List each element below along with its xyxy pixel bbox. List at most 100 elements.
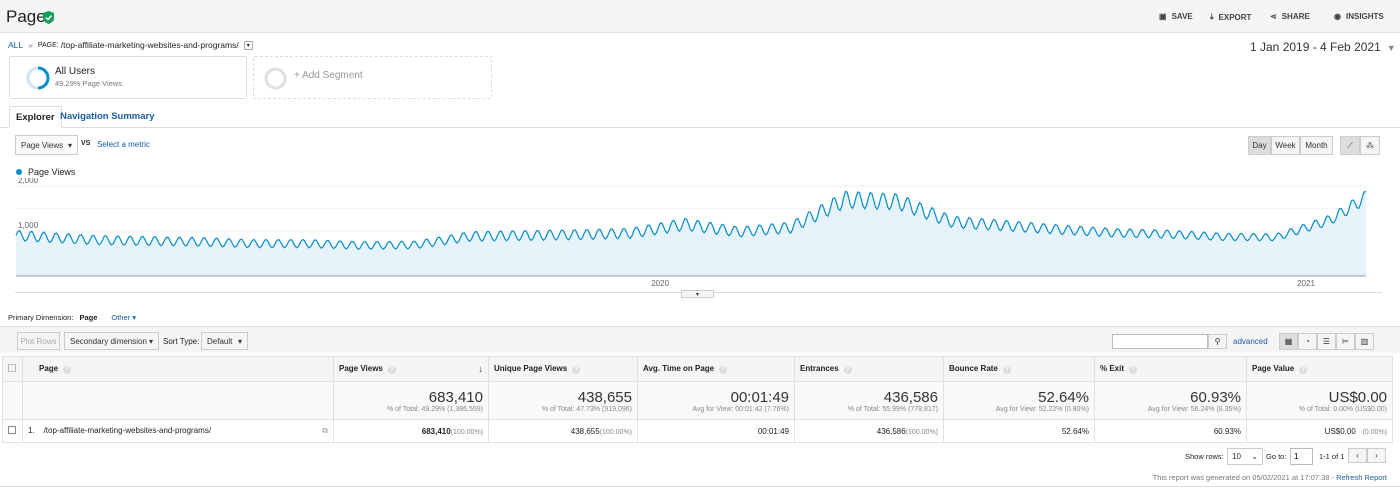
goto-page-input[interactable] — [1290, 448, 1313, 465]
col-bounce-rate[interactable]: Bounce Rate? — [943, 356, 1095, 382]
show-rows-select[interactable]: 10 ⌄ — [1227, 448, 1263, 465]
header — [0, 0, 1400, 33]
help-icon[interactable]: ? — [572, 366, 581, 374]
table-header-row: Page? Page Views? ↓ Unique Page Views? Av… — [2, 356, 1393, 382]
prev-page-button[interactable]: ‹ — [1348, 448, 1367, 463]
sort-type-select[interactable]: Default ▾ — [201, 332, 248, 350]
total-cell: 683,410% of Total: 49.29% (1,386,559) — [333, 381, 489, 420]
secondary-dimension-select[interactable]: Secondary dimension ▾ — [64, 332, 159, 350]
metric-select[interactable]: Page Views ▾ — [15, 135, 78, 155]
tab-navigation-summary[interactable]: Navigation Summary — [60, 111, 155, 122]
page-title: Pages — [6, 7, 55, 26]
chevron-down-icon: ▾ — [237, 336, 242, 346]
footer-rule — [0, 486, 1400, 487]
dimension-other[interactable]: Other ▾ — [111, 313, 136, 322]
chevron-right-icon: › — [1375, 451, 1378, 460]
chevron-left-icon: ‹ — [1356, 451, 1359, 460]
next-page-button[interactable]: › — [1367, 448, 1386, 463]
help-icon[interactable]: ? — [1002, 366, 1011, 374]
table-view-icon[interactable]: ▦ — [1279, 333, 1298, 350]
legend-label: Page Views — [28, 167, 76, 177]
share-button[interactable]: ⋖ SHARE — [1270, 12, 1310, 21]
chevron-down-icon: ▼ — [1386, 43, 1396, 53]
total-cell: 00:01:49 Avg for View: 00:01:42 (7.76%) — [637, 381, 795, 420]
help-icon[interactable]: ? — [387, 365, 396, 374]
granularity-week[interactable]: Week — [1271, 136, 1300, 155]
date-range-picker[interactable]: 1 Jan 2019 - 4 Feb 2021 ▼ — [1250, 40, 1396, 54]
total-cell: US$0.00% of Total: 0.00% (US$0.00) — [1246, 381, 1393, 420]
row-page-link[interactable]: /top-affiliate-marketing-websites-and-pr… — [43, 426, 212, 435]
plot-rows-button[interactable]: Plot Rows — [17, 332, 60, 350]
pivot-view-icon[interactable]: ▥ — [1355, 333, 1374, 350]
refresh-report-link[interactable]: Refresh Report — [1336, 473, 1387, 482]
col-page[interactable]: Page? — [22, 356, 334, 382]
table-search-input[interactable] — [1112, 334, 1208, 349]
segment-all-users[interactable]: All Users 49.29% Page Views — [9, 56, 247, 99]
motion-chart-button[interactable]: ⁂ — [1360, 136, 1380, 155]
advanced-filter-link[interactable]: advanced — [1233, 337, 1268, 346]
breadcrumb-all[interactable]: ALL — [8, 40, 24, 50]
breadcrumb: ALL » PAGE: /top-affiliate-marketing-web… — [8, 40, 253, 50]
help-icon[interactable]: ? — [63, 366, 72, 374]
save-button[interactable]: ▣ SAVE — [1159, 12, 1193, 21]
add-segment-button[interactable]: + Add Segment — [253, 56, 492, 99]
help-icon[interactable]: ? — [1299, 366, 1308, 374]
insights-icon: ◉ — [1334, 12, 1341, 21]
series-line-page-views — [15, 190, 1367, 250]
x-tick-label: 2020 — [651, 279, 669, 288]
breadcrumb-dropdown[interactable]: ▾ — [243, 40, 253, 50]
col-page-views[interactable]: Page Views? ↓ — [333, 356, 489, 382]
dimension-page[interactable]: Page — [79, 313, 98, 322]
line-chart-icon: ⟋ — [1347, 140, 1353, 150]
data-table: Page? Page Views? ↓ Unique Page Views? Av… — [2, 356, 1393, 443]
y-tick-label: 2,000 — [18, 178, 39, 185]
page-views-chart: 1,000 2,000 2020 2021 — [15, 178, 1367, 288]
select-all-checkbox[interactable] — [8, 364, 16, 372]
totals-row: 683,410% of Total: 49.29% (1,386,559) 43… — [2, 381, 1393, 420]
help-icon[interactable]: ? — [1129, 366, 1138, 374]
total-cell: 60.93% Avg for View: 56.24% (8.35%) — [1094, 381, 1247, 420]
chevron-down-icon: ▾ — [67, 140, 72, 150]
open-page-icon[interactable]: ⧉ — [322, 426, 328, 435]
table-row: 1. /top-affiliate-marketing-websites-and… — [2, 419, 1393, 443]
insights-button[interactable]: ◉ INSIGHTS — [1334, 12, 1384, 21]
chevron-down-icon: ⌄ — [1251, 452, 1258, 461]
series-area — [16, 191, 1366, 276]
chevron-down-icon: ▾ — [148, 336, 153, 346]
comparison-view-icon[interactable]: ⊨ — [1336, 333, 1355, 350]
total-cell: 438,655% of Total: 47.73% (919,096) — [488, 381, 638, 420]
legend-dot — [16, 169, 22, 175]
col-unique-page-views[interactable]: Unique Page Views? — [488, 356, 638, 382]
tab-explorer[interactable]: Explorer — [9, 106, 62, 128]
help-icon[interactable]: ? — [719, 366, 728, 374]
view-toggle: ▦ ◔ ☰ ⊨ ▥ — [1279, 333, 1374, 350]
col-avg-time[interactable]: Avg. Time on Page? — [637, 356, 795, 382]
line-chart-button[interactable]: ⟋ — [1340, 136, 1360, 155]
granularity-day[interactable]: Day — [1248, 136, 1271, 155]
y-tick-label: 1,000 — [18, 221, 39, 230]
col-exit[interactable]: % Exit? — [1094, 356, 1247, 382]
export-icon: ⤓ — [1210, 12, 1214, 21]
pie-view-icon[interactable]: ◔ — [1298, 333, 1317, 350]
chart-collapse-handle[interactable]: ▾ — [681, 290, 714, 298]
x-tick-label: 2021 — [1297, 279, 1315, 288]
granularity-month[interactable]: Month — [1300, 136, 1333, 155]
search-icon: ⚲ — [1214, 337, 1221, 346]
performance-view-icon[interactable]: ☰ — [1317, 333, 1336, 350]
segment-empty-icon — [264, 67, 287, 90]
save-icon: ▣ — [1159, 12, 1167, 21]
report-generated-text: This report was generated on 05/02/2021 … — [1152, 473, 1387, 482]
segment-donut-icon — [26, 66, 50, 90]
bubble-chart-icon: ⁂ — [1366, 141, 1374, 150]
col-page-value[interactable]: Page Value? — [1246, 356, 1393, 382]
export-button[interactable]: ⤓ EXPORT — [1210, 12, 1252, 22]
primary-dimension: Primary Dimension: Page Other ▾ — [8, 313, 136, 322]
col-entrances[interactable]: Entrances? — [794, 356, 944, 382]
row-checkbox[interactable] — [8, 426, 16, 434]
search-button[interactable]: ⚲ — [1208, 334, 1227, 349]
total-cell: 436,586% of Total: 55.99% (779,817) — [794, 381, 944, 420]
help-icon[interactable]: ? — [843, 366, 852, 374]
tab-divider — [0, 127, 1400, 128]
chart-legend: Page Views — [16, 167, 75, 177]
select-metric-link[interactable]: Select a metric — [97, 140, 150, 149]
